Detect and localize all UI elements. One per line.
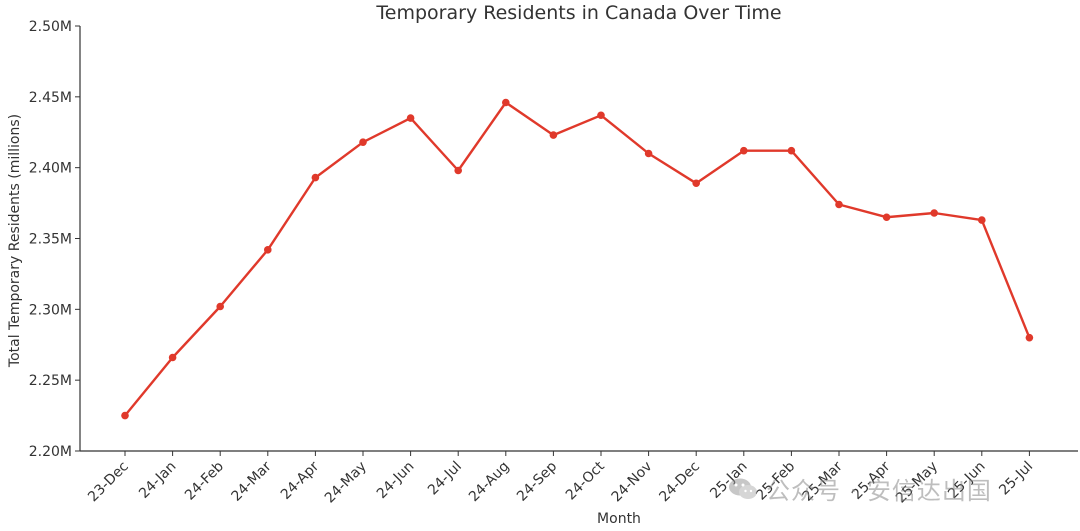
data-point [454,166,463,175]
data-point [787,146,796,155]
data-point [740,146,748,155]
series-line [124,101,1031,417]
data-point [835,200,843,209]
data-point [168,353,177,362]
x-tick-label: 24-Aug [466,459,513,506]
data-point [692,179,700,188]
data-point [406,114,415,122]
x-tick-label: 24-Jun [374,459,418,503]
x-tick-label: 24-Feb [182,458,227,503]
y-axis-title: Total Temporary Residents (millions) [7,114,23,368]
y-tick-label: 2.30M [29,302,72,318]
x-tick-label: 24-Jul [425,459,465,499]
chart-title: Temporary Residents in Canada Over Time [375,2,781,24]
x-tick-label: 25-Jul [996,459,1036,499]
data-point [216,302,224,311]
x-tick-label: 24-Oct [563,458,608,503]
data-point [978,216,986,224]
x-tick-label: 24-Nov [609,459,656,506]
x-tick-label: 23-Dec [85,459,132,506]
x-tick-label: 24-Dec [656,459,703,506]
x-tick-label: 24-Apr [278,458,323,503]
y-tick-label: 2.25M [29,373,72,389]
data-point [882,213,891,222]
x-axis-title: Month [597,511,641,527]
y-tick-label: 2.50M [29,19,72,35]
data-point [930,209,938,217]
data-point [264,246,272,254]
x-tick-label: 24-May [322,459,370,507]
data-point [311,173,320,182]
y-tick-label: 2.40M [29,161,72,177]
y-tick-label: 2.45M [29,90,72,106]
watermark-text: 公众号 · 安信达出国 [766,477,992,505]
y-tick-label: 2.20M [29,444,72,460]
data-point [644,149,653,158]
data-point [1025,333,1034,342]
data-point [549,131,558,139]
data-point [597,111,605,120]
data-point [121,411,129,420]
x-tick-label: 24-Sep [514,458,560,504]
x-tick-label: 24-Jan [136,459,179,502]
data-point [502,98,510,107]
data-point [359,138,367,146]
y-tick-label: 2.35M [29,232,72,248]
wechat-icon [729,478,757,499]
x-tick-label: 24-Mar [228,458,274,504]
watermark: 公众号 · 安信达出国 [728,471,992,506]
